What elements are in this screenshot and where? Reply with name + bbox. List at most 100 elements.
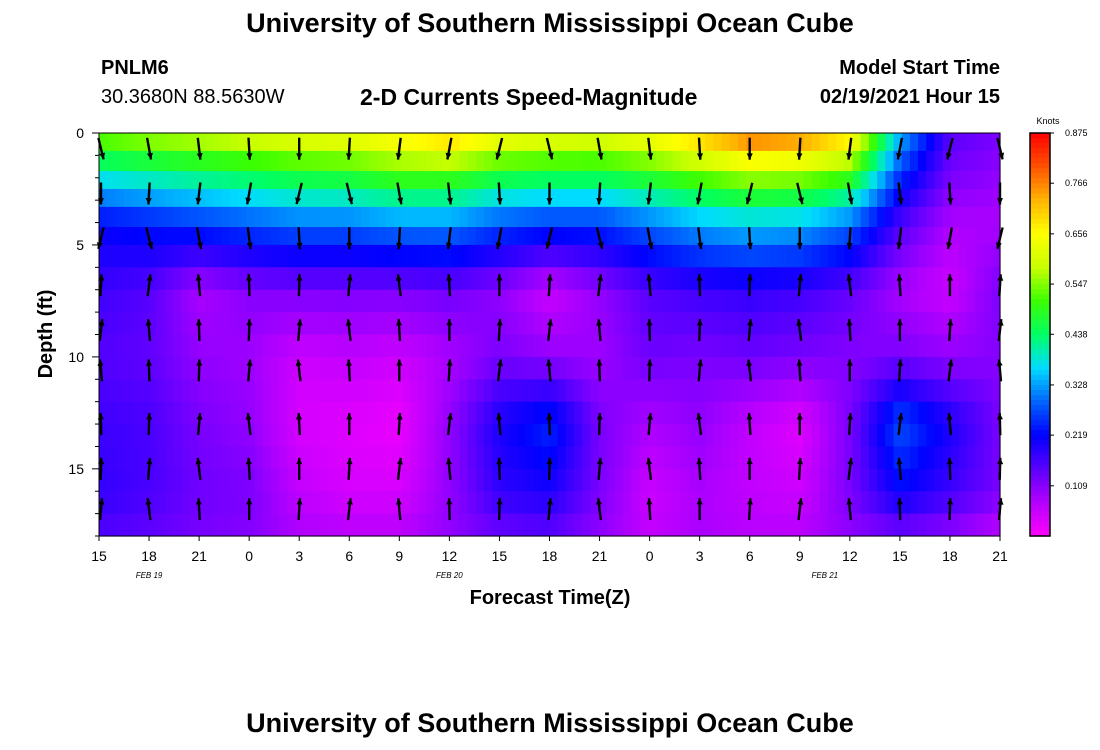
- current-arrow: [445, 457, 452, 480]
- heatmap-cell: [418, 206, 428, 228]
- current-arrow: [296, 137, 303, 160]
- heatmap-cell: [836, 267, 845, 291]
- heatmap-cell: [303, 446, 313, 470]
- colorbar-segment: [1030, 178, 1050, 184]
- current-arrow: [595, 227, 604, 250]
- current-arrow: [946, 274, 953, 297]
- heatmap-cell: [631, 491, 641, 515]
- colorbar-segment: [1030, 314, 1050, 320]
- heatmap-cell: [803, 446, 813, 470]
- heatmap-cell: [942, 227, 952, 246]
- heatmap-cell: [836, 244, 845, 268]
- heatmap-cell: [811, 446, 821, 470]
- heatmap-cell: [672, 379, 682, 403]
- heatmap-cell: [131, 491, 141, 515]
- heatmap-cell: [664, 312, 673, 336]
- heatmap-cell: [918, 206, 927, 228]
- heatmap-cell: [139, 468, 149, 492]
- heatmap-cell: [189, 244, 198, 268]
- heatmap-cell: [590, 312, 600, 336]
- heatmap-cell: [926, 424, 936, 448]
- heatmap-cell: [737, 446, 747, 470]
- heatmap-cell: [426, 513, 436, 537]
- heatmap-cell: [811, 468, 821, 492]
- heatmap-cell: [606, 446, 616, 470]
- heatmap-cell: [369, 133, 379, 152]
- heatmap-cell: [942, 171, 952, 190]
- arrow-head: [797, 197, 804, 205]
- heatmap-cell: [164, 468, 174, 492]
- heatmap-cell: [868, 491, 878, 515]
- heatmap-cell: [606, 188, 616, 208]
- heatmap-cell: [262, 150, 272, 172]
- heatmap-cell: [336, 379, 346, 403]
- arrow-head: [696, 274, 703, 281]
- heatmap-cell: [737, 312, 747, 336]
- current-arrow: [947, 498, 954, 521]
- heatmap-cell: [262, 424, 272, 448]
- heatmap-cell: [803, 133, 813, 152]
- heatmap-cell: [664, 446, 673, 470]
- heatmap-cell: [336, 227, 346, 246]
- heatmap-cell: [623, 133, 633, 152]
- heatmap-cell: [565, 379, 575, 403]
- heatmap-cell: [336, 267, 346, 291]
- heatmap-cell: [352, 334, 362, 358]
- heatmap-cell: [139, 401, 149, 425]
- heatmap-cell: [811, 356, 821, 380]
- heatmap-cell: [901, 468, 911, 492]
- heatmap-cell: [664, 171, 673, 190]
- current-arrow: [295, 182, 303, 205]
- heatmap-cell: [672, 446, 682, 470]
- heatmap-cell: [311, 446, 321, 470]
- heatmap-cell: [664, 513, 673, 537]
- arrow-head: [396, 413, 403, 420]
- current-arrow: [145, 359, 152, 382]
- current-arrow: [346, 137, 352, 160]
- heatmap-cell: [148, 468, 157, 492]
- heatmap-cell: [819, 446, 829, 470]
- current-arrow: [295, 359, 302, 382]
- heatmap-cell: [139, 289, 149, 313]
- heatmap-cell: [746, 513, 755, 537]
- heatmap-cell: [991, 446, 1001, 470]
- heatmap-cell: [418, 356, 428, 380]
- heatmap-cell: [901, 334, 911, 358]
- heatmap-cell: [254, 312, 264, 336]
- arrow-head: [496, 413, 503, 420]
- current-arrow: [446, 498, 453, 521]
- heatmap-cell: [172, 334, 182, 358]
- arrow-head: [697, 242, 704, 250]
- heatmap-cell: [361, 379, 370, 403]
- heatmap-cell: [737, 424, 747, 448]
- heatmap-cell: [500, 312, 510, 336]
- x-tick-label: 0: [245, 548, 253, 564]
- heatmap-cell: [377, 446, 387, 470]
- current-arrow: [696, 137, 703, 160]
- heatmap-cell: [631, 424, 641, 448]
- heatmap-cell: [483, 446, 493, 470]
- heatmap-cell: [311, 312, 321, 336]
- heatmap-cell: [721, 446, 731, 470]
- heatmap-cell: [418, 379, 428, 403]
- current-arrow: [647, 412, 654, 436]
- arrow-head: [496, 498, 503, 505]
- arrow-head: [445, 457, 452, 465]
- heatmap-cell: [926, 513, 936, 537]
- heatmap-cell: [402, 206, 411, 228]
- heatmap-cell: [524, 171, 534, 190]
- heatmap-cell: [680, 446, 690, 470]
- heatmap-cell: [369, 401, 379, 425]
- heatmap-cell: [418, 289, 428, 313]
- heatmap-cell: [885, 468, 895, 492]
- heatmap-cell: [615, 513, 624, 537]
- heatmap-cell: [959, 468, 968, 492]
- heatmap-cell: [721, 424, 731, 448]
- heatmap-cell: [295, 206, 305, 228]
- heatmap-cell: [156, 446, 166, 470]
- current-arrow: [195, 318, 202, 342]
- heatmap-cell: [475, 150, 485, 172]
- heatmap-cell: [885, 356, 895, 380]
- heatmap-cell: [909, 150, 919, 172]
- heatmap-cell: [148, 150, 157, 172]
